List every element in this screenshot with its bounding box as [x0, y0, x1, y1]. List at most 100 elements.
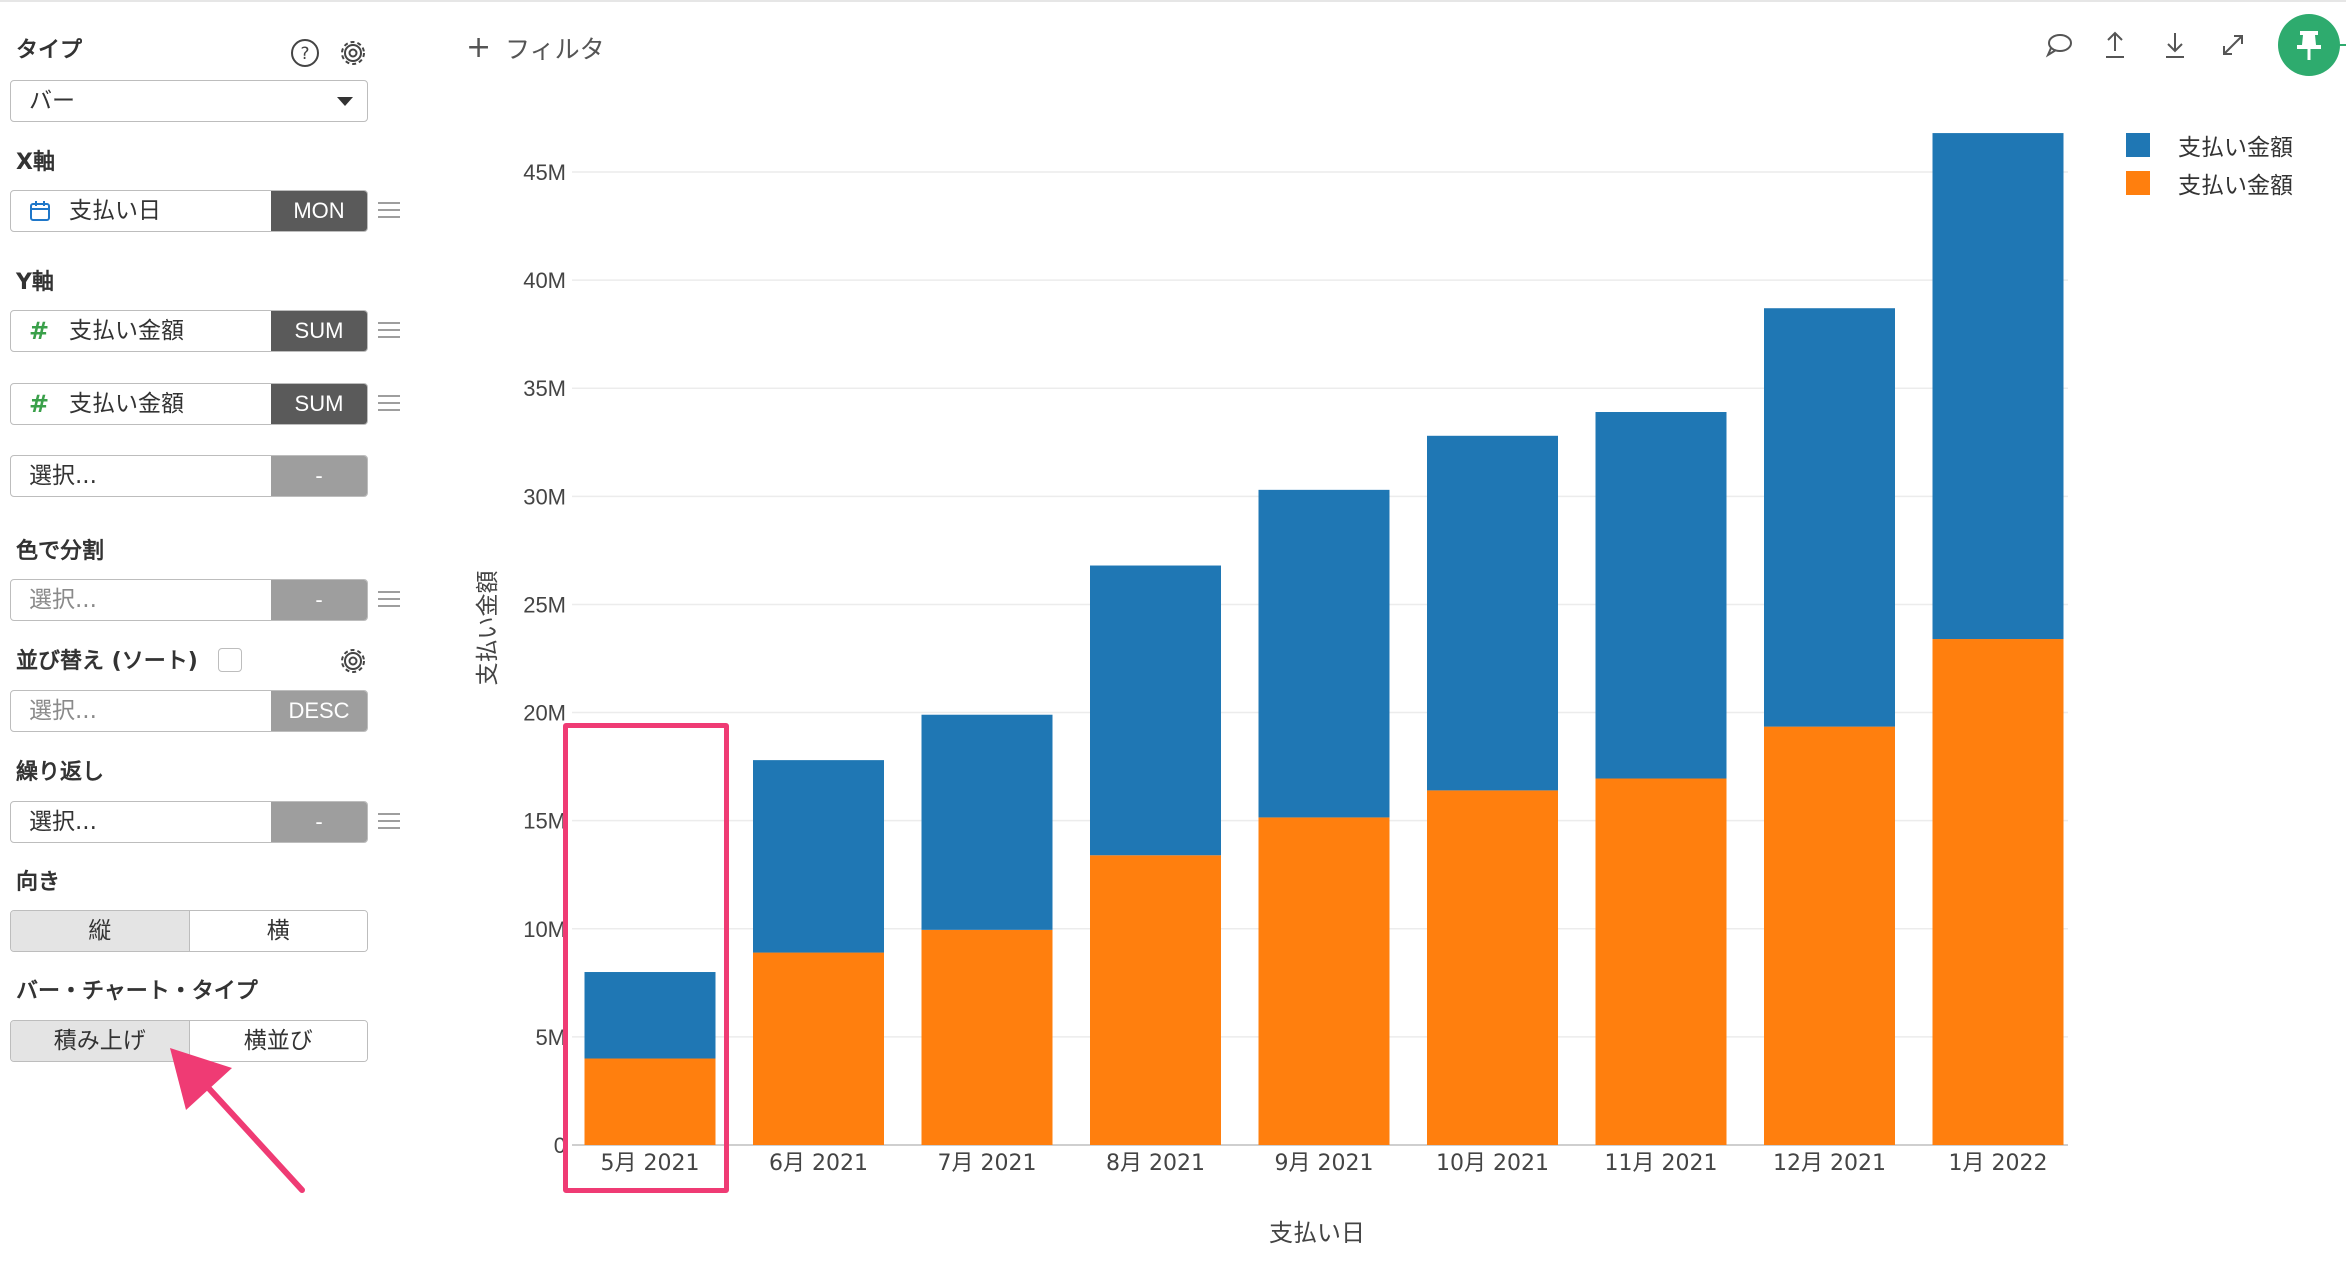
- y-tick-label: 10M: [523, 917, 566, 942]
- add-filter-button[interactable]: + フィルタ: [466, 28, 605, 68]
- orientation-label: 向き: [16, 870, 61, 895]
- svg-text:?: ?: [300, 44, 309, 64]
- bar-segment[interactable]: [1932, 639, 2064, 1145]
- bar-segment[interactable]: [584, 1058, 716, 1145]
- color-split-field[interactable]: 選択... -: [10, 579, 368, 621]
- x-tick-label: 9月 2021: [1275, 1151, 1374, 1176]
- legend-swatch: [2126, 133, 2150, 157]
- legend-item[interactable]: 支払い金額: [2126, 164, 2293, 202]
- bar-segment[interactable]: [1090, 855, 1221, 1145]
- bar-segment[interactable]: [1258, 817, 1390, 1145]
- color-split-aggregation-button[interactable]: -: [271, 580, 367, 620]
- bar-segment[interactable]: [1764, 726, 1895, 1145]
- color-split-label: 色で分割: [16, 539, 105, 564]
- sort-placeholder: 選択...: [29, 698, 97, 724]
- x-axis-aggregation-button[interactable]: MON: [271, 191, 367, 231]
- y-axis-1-aggregation-button[interactable]: SUM: [271, 311, 367, 351]
- y-axis-label: Y軸: [16, 270, 54, 295]
- y-axis-field-1-name: 支払い金額: [69, 318, 184, 344]
- y-axis-2-aggregation-button[interactable]: SUM: [271, 384, 367, 424]
- bar-segment[interactable]: [753, 952, 884, 1145]
- legend-label: 支払い金額: [2178, 135, 2293, 161]
- bar-type-grouped-button[interactable]: 横並び: [188, 1021, 367, 1061]
- y-axis-title: 支払い金額: [475, 571, 501, 686]
- x-axis-field-name: 支払い日: [69, 198, 161, 224]
- x-axis-field[interactable]: 支払い日 MON: [10, 190, 368, 232]
- drag-handle-icon[interactable]: [378, 202, 400, 220]
- bar-segment[interactable]: [921, 714, 1053, 930]
- bar-segment[interactable]: [1090, 565, 1221, 856]
- type-label: タイプ: [16, 38, 83, 63]
- bar-segment[interactable]: [584, 972, 716, 1059]
- repeat-aggregation-button[interactable]: -: [271, 802, 367, 842]
- sort-field[interactable]: 選択... DESC: [10, 690, 368, 732]
- expand-icon[interactable]: [2216, 28, 2250, 62]
- y-axis-field-2[interactable]: # 支払い金額 SUM: [10, 383, 368, 425]
- bar-type-label: バー・チャート・タイプ: [16, 979, 258, 1004]
- legend-swatch: [2126, 171, 2150, 195]
- orientation-toggle: 縦 横: [10, 910, 368, 952]
- drag-handle-icon[interactable]: [378, 591, 400, 609]
- bar-type-stacked-button[interactable]: 積み上げ: [11, 1021, 189, 1061]
- sort-gear-icon[interactable]: [336, 644, 370, 678]
- download-icon[interactable]: [2158, 28, 2192, 62]
- y-tick-label: 5M: [535, 1025, 566, 1050]
- chart-type-select[interactable]: バー: [10, 80, 368, 122]
- y-tick-label: 25M: [523, 592, 566, 617]
- y-tick-label: 45M: [523, 160, 566, 185]
- y-tick-label: 15M: [523, 809, 566, 834]
- y-axis-add-aggregation-button[interactable]: -: [271, 456, 367, 496]
- y-tick-label: 35M: [523, 376, 566, 401]
- chart-type-value: バー: [29, 88, 75, 114]
- x-tick-label: 10月 2021: [1436, 1151, 1549, 1176]
- drag-handle-icon[interactable]: [378, 322, 400, 340]
- pin-button-edge: [2336, 44, 2346, 46]
- orientation-vertical-button[interactable]: 縦: [11, 911, 189, 951]
- y-axis-field-add-value: 選択...: [29, 463, 97, 489]
- drag-handle-icon[interactable]: [378, 813, 400, 831]
- drag-handle-icon[interactable]: [378, 395, 400, 413]
- repeat-value: 選択...: [29, 809, 97, 835]
- top-divider: [0, 0, 2346, 2]
- y-tick-label: 30M: [523, 484, 566, 509]
- x-tick-label: 6月 2021: [769, 1151, 868, 1176]
- legend-item[interactable]: 支払い金額: [2126, 126, 2293, 164]
- pin-button[interactable]: [2278, 14, 2340, 76]
- plus-icon: +: [466, 30, 492, 65]
- bar-segment[interactable]: [1258, 489, 1390, 818]
- x-tick-label: 5月 2021: [601, 1151, 700, 1176]
- bar-segment[interactable]: [753, 760, 884, 953]
- bar-segment[interactable]: [1595, 412, 1727, 779]
- bar-segment[interactable]: [1595, 778, 1727, 1145]
- bar-segment[interactable]: [1932, 133, 2064, 640]
- y-axis-field-2-name: 支払い金額: [69, 391, 184, 417]
- help-icon[interactable]: ?: [288, 36, 322, 70]
- number-icon: #: [29, 390, 50, 418]
- color-split-placeholder: 選択...: [29, 587, 97, 613]
- repeat-field[interactable]: 選択... -: [10, 801, 368, 843]
- repeat-label: 繰り返し: [16, 760, 105, 785]
- y-axis-field-add[interactable]: 選択... -: [10, 455, 368, 497]
- bar-segment[interactable]: [921, 929, 1053, 1145]
- bar-segment[interactable]: [1427, 790, 1558, 1145]
- sort-checkbox[interactable]: [218, 648, 242, 672]
- chevron-down-icon: [337, 97, 353, 106]
- comment-icon[interactable]: [2042, 28, 2076, 62]
- filter-label: フィルタ: [505, 35, 605, 64]
- x-tick-label: 1月 2022: [1949, 1151, 2048, 1176]
- x-axis-title: 支払い日: [1269, 1219, 1365, 1247]
- x-axis-label: X軸: [16, 150, 55, 175]
- sort-order-button[interactable]: DESC: [271, 691, 367, 731]
- export-icon[interactable]: [2098, 28, 2132, 62]
- gear-icon[interactable]: [336, 36, 370, 70]
- x-tick-label: 7月 2021: [938, 1151, 1037, 1176]
- bar-segment[interactable]: [1427, 435, 1558, 791]
- sort-label: 並び替え (ソート): [16, 649, 198, 674]
- x-tick-label: 11月 2021: [1605, 1151, 1718, 1176]
- orientation-horizontal-button[interactable]: 横: [188, 911, 367, 951]
- x-tick-label: 8月 2021: [1106, 1151, 1205, 1176]
- bar-segment[interactable]: [1764, 308, 1895, 727]
- y-axis-field-1[interactable]: # 支払い金額 SUM: [10, 310, 368, 352]
- x-tick-label: 12月 2021: [1773, 1151, 1886, 1176]
